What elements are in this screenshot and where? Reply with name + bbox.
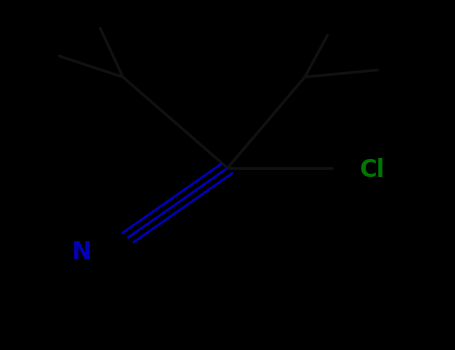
Text: Cl: Cl [359,158,385,182]
Text: N: N [72,240,92,264]
